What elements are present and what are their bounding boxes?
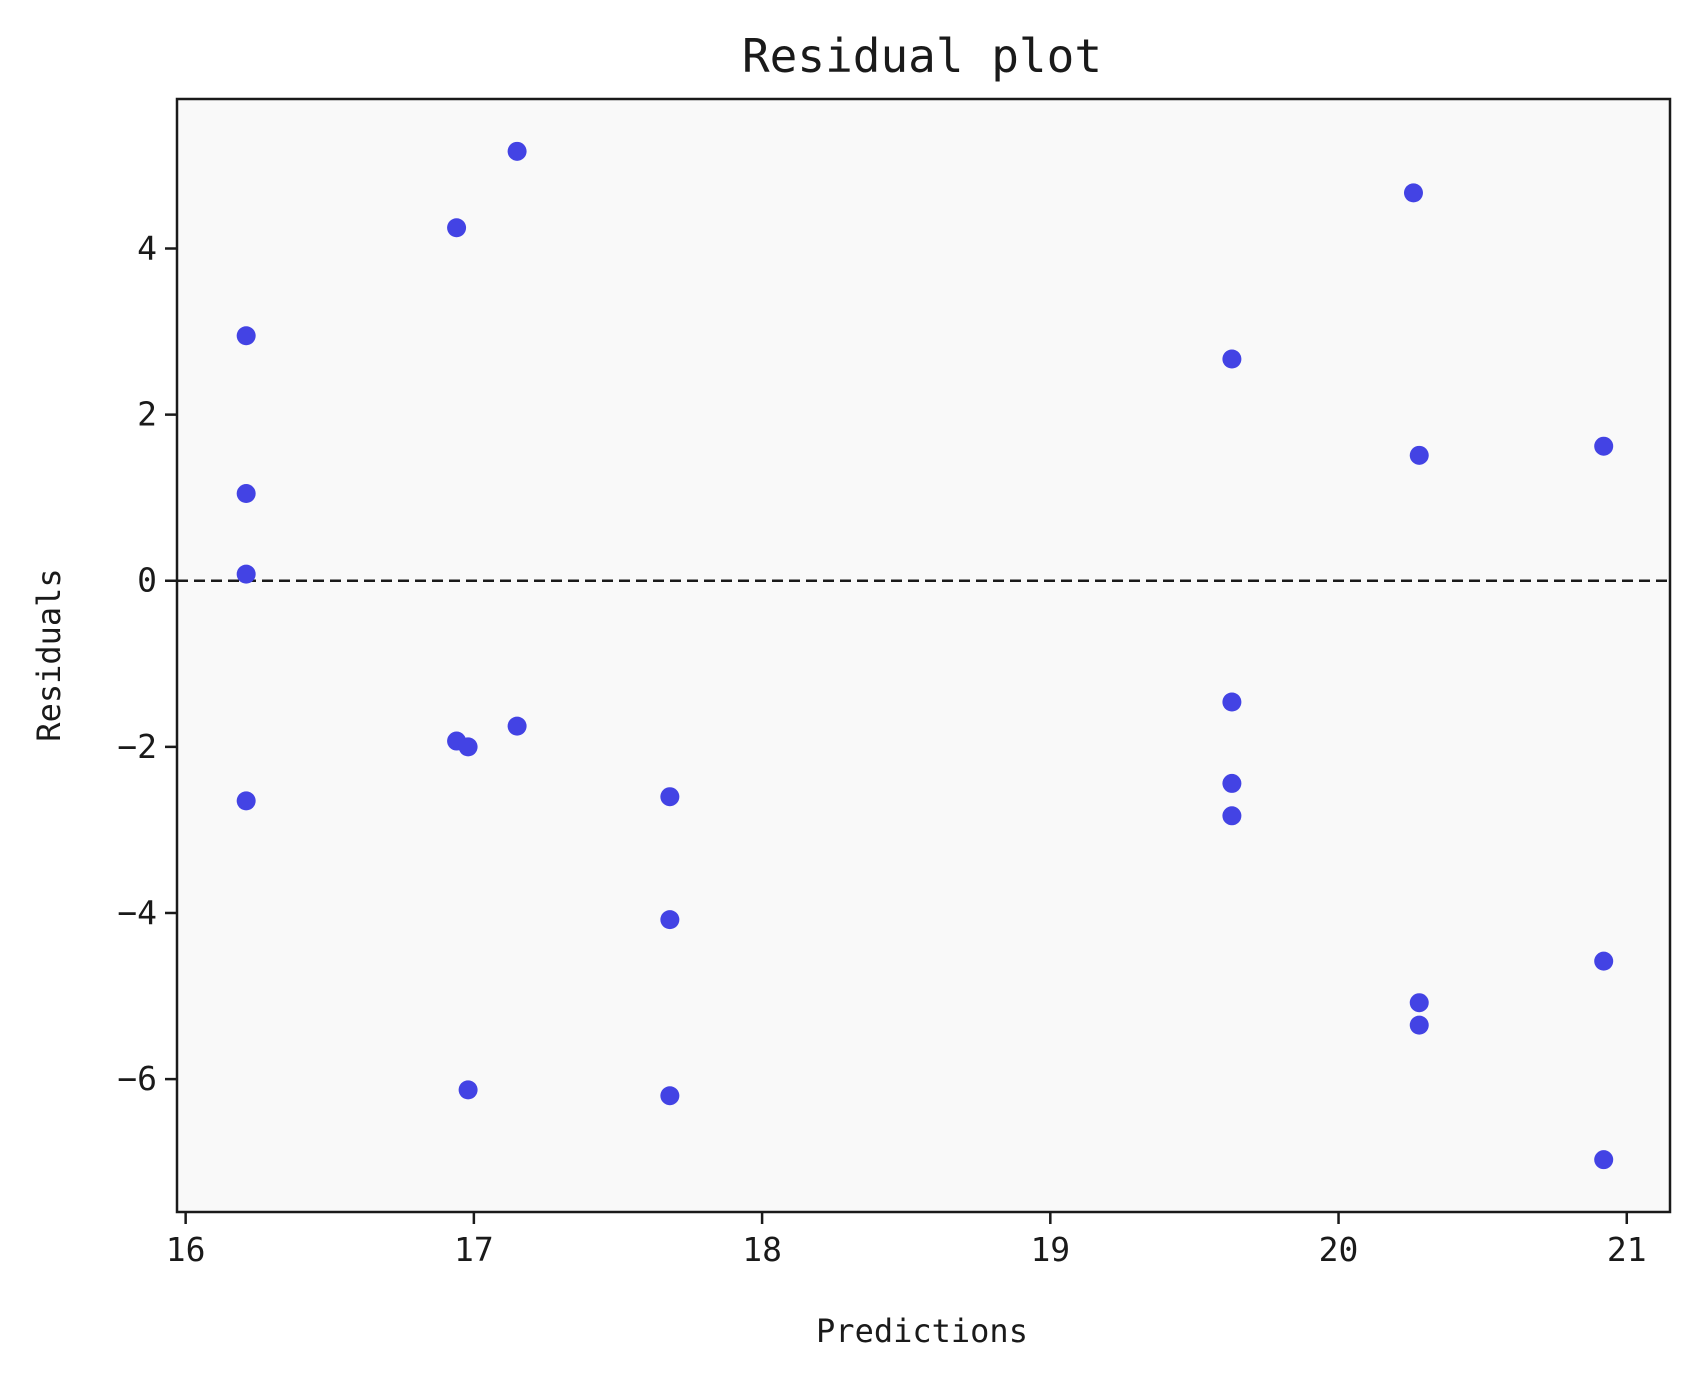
x-tick-label: 16 bbox=[166, 1230, 206, 1269]
y-tick-label: −4 bbox=[117, 893, 157, 932]
x-tick-label: 18 bbox=[742, 1230, 782, 1269]
data-point bbox=[1222, 773, 1242, 793]
data-point bbox=[1594, 436, 1614, 456]
data-point bbox=[1409, 1015, 1429, 1035]
x-axis-label: Predictions bbox=[816, 1312, 1028, 1350]
y-axis-label: Residuals bbox=[30, 568, 68, 741]
data-point bbox=[1222, 349, 1242, 369]
data-point bbox=[660, 910, 680, 930]
y-tick-label: 0 bbox=[137, 561, 157, 600]
data-point bbox=[458, 737, 478, 757]
data-point bbox=[1222, 692, 1242, 712]
chart-title: Residual plot bbox=[742, 29, 1102, 83]
data-point bbox=[1594, 951, 1614, 971]
y-axis-ticks: −6 −4 −2 0 2 4 bbox=[117, 229, 177, 1098]
data-point bbox=[236, 791, 256, 811]
data-point bbox=[1409, 993, 1429, 1013]
x-tick-label: 19 bbox=[1030, 1230, 1070, 1269]
plot-area bbox=[177, 99, 1670, 1212]
x-tick-label: 20 bbox=[1319, 1230, 1359, 1269]
x-tick-label: 21 bbox=[1607, 1230, 1647, 1269]
y-tick-label: 4 bbox=[137, 229, 157, 268]
data-point bbox=[660, 1086, 680, 1106]
data-point bbox=[236, 564, 256, 584]
data-point bbox=[660, 787, 680, 807]
data-point bbox=[1409, 445, 1429, 465]
data-point bbox=[507, 141, 527, 161]
y-tick-label: 2 bbox=[137, 395, 157, 434]
data-point bbox=[236, 484, 256, 504]
data-points bbox=[236, 141, 1614, 1170]
y-tick-label: −2 bbox=[117, 727, 157, 766]
y-tick-label: −6 bbox=[117, 1059, 157, 1098]
data-point bbox=[1403, 183, 1423, 203]
data-point bbox=[507, 716, 527, 736]
data-point bbox=[1222, 806, 1242, 826]
data-point bbox=[458, 1080, 478, 1100]
data-point bbox=[447, 218, 467, 238]
data-point bbox=[1594, 1150, 1614, 1170]
x-tick-label: 17 bbox=[454, 1230, 494, 1269]
data-point bbox=[236, 326, 256, 346]
plot-frame bbox=[175, 97, 1672, 1214]
x-axis-ticks: 16 17 18 19 20 21 bbox=[166, 1212, 1647, 1269]
